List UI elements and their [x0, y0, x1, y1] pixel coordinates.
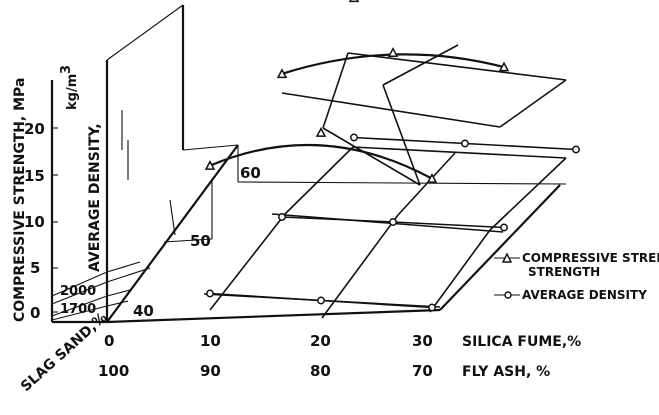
strength-curves: [209, 53, 505, 180]
data-markers: [204, 0, 580, 312]
y-density-unit-sup: 3: [59, 65, 74, 74]
legend-density-text: AVERAGE DENSITY: [522, 288, 647, 302]
y-left-tick: 20: [24, 120, 45, 138]
density-point: [389, 218, 397, 226]
strength-point: [315, 127, 327, 137]
x-label-flyash: FLY ASH, %: [462, 364, 550, 380]
depth-tick: 50: [190, 232, 211, 250]
y-density-tick: 2000: [60, 284, 96, 299]
x-tick-flyash: 70: [412, 362, 433, 380]
x-label-silica: SILICA FUME,%: [462, 334, 581, 350]
legend-density-marker: [504, 291, 512, 299]
x-tick-silica: 20: [310, 332, 331, 350]
strength-point: [426, 173, 438, 183]
strength-point: [276, 68, 288, 79]
x-tick-silica: 10: [200, 332, 221, 350]
strength-point: [204, 160, 216, 170]
depth-tick: 40: [133, 302, 154, 320]
legend-strength-text-2: STRENGTH: [528, 265, 600, 279]
legend-strength-marker: [501, 252, 513, 263]
x-tick-flyash: 80: [310, 362, 331, 380]
density-point: [206, 289, 214, 298]
x-tick-silica: 30: [412, 332, 433, 350]
x-tick-silica: 0: [104, 332, 114, 350]
density-point: [461, 139, 469, 148]
density-point: [572, 145, 580, 154]
y-left-tick: 5: [30, 259, 40, 277]
y-left-tick: 10: [24, 213, 45, 231]
y-density-unit: kg/m: [65, 74, 80, 110]
x-tick-flyash: 100: [98, 362, 129, 380]
y-density-label: AVERAGE DENSITY,: [87, 123, 103, 272]
chart-frame: [50, 4, 567, 324]
density-point: [317, 296, 325, 305]
strength-curve: [281, 53, 505, 75]
strength-point: [348, 0, 360, 3]
density-point: [428, 303, 436, 312]
density-point: [500, 223, 508, 232]
depth-tick: 60: [240, 164, 261, 182]
y-density-tick: 1700: [60, 302, 96, 317]
strength-point: [498, 61, 510, 72]
strength-point: [387, 47, 399, 57]
density-point: [278, 213, 286, 221]
y-left-tick: 15: [24, 167, 45, 185]
density-point: [350, 133, 358, 142]
strength-curve: [209, 143, 433, 180]
x-tick-flyash: 90: [200, 362, 221, 380]
y-left-ticks: 0 5 10 15 20: [24, 120, 45, 322]
y-left-label: COMPRESSIVE STRENGTH, MPa: [12, 78, 28, 322]
legend: COMPRESSIVE STRENGTH STRENGTH AVERAGE DE…: [494, 251, 659, 302]
y-left-tick: 0: [30, 304, 40, 322]
legend-strength-text: COMPRESSIVE STRENGTH: [522, 251, 659, 265]
